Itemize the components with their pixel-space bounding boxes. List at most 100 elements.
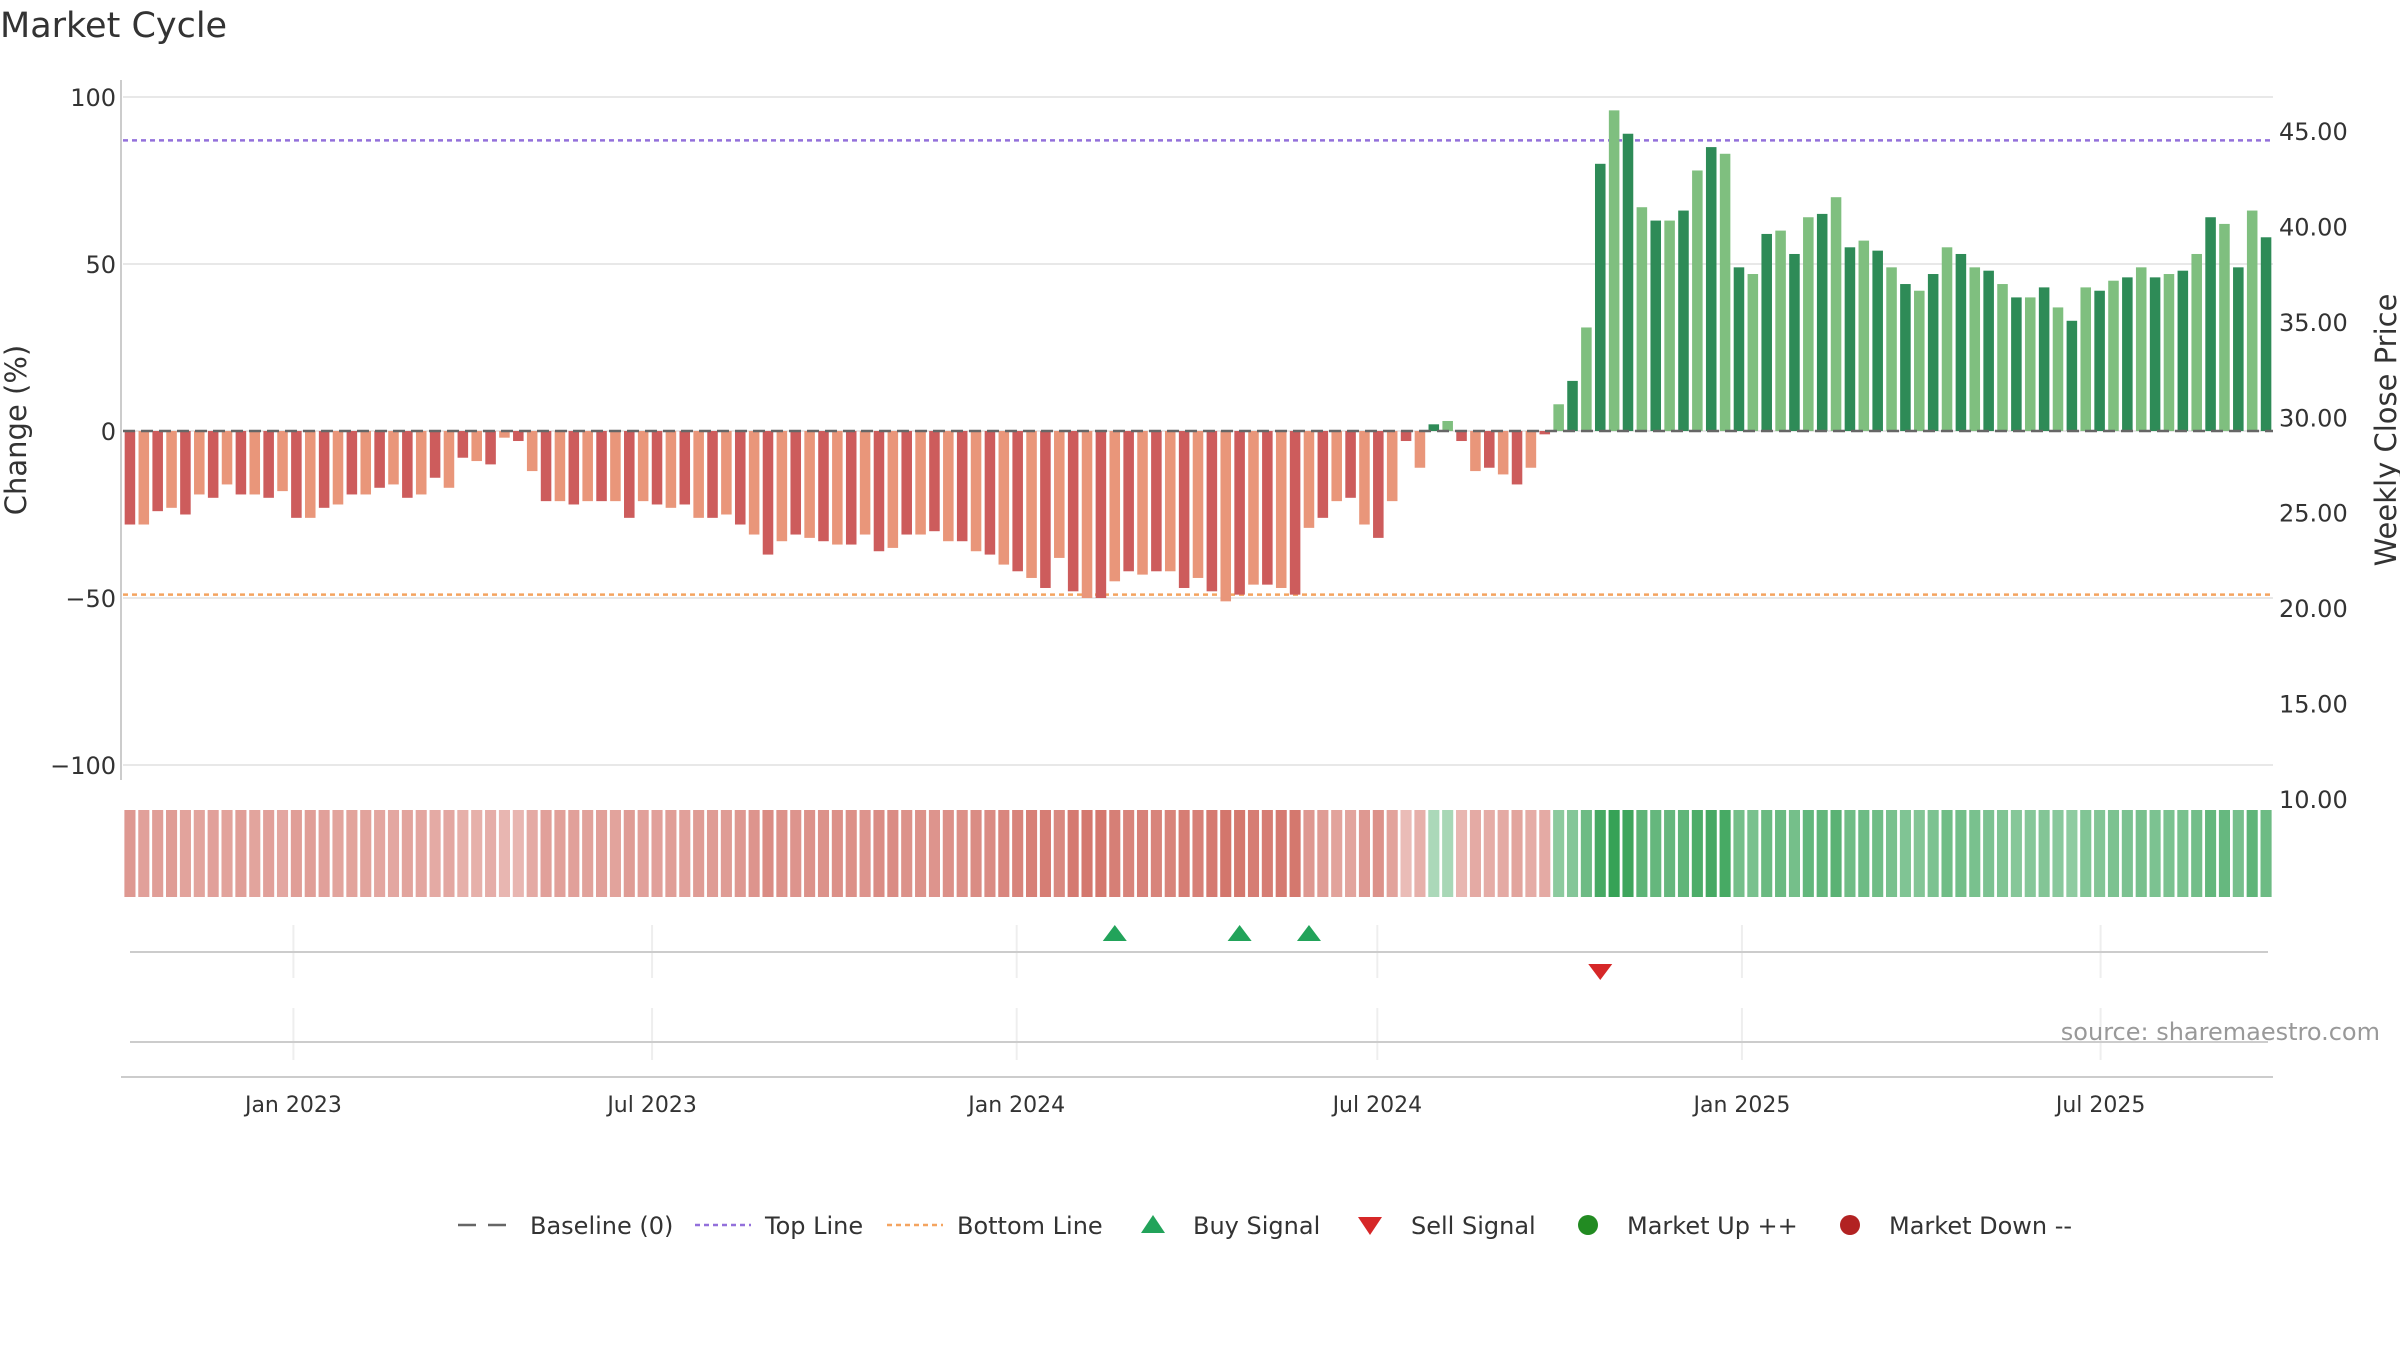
change-bar: [1137, 431, 1148, 575]
strength-cell: [1775, 810, 1787, 897]
strength-cell: [2121, 810, 2133, 897]
change-bars: [124, 110, 2272, 602]
change-bar: [1345, 431, 1356, 498]
strength-cell: [582, 810, 594, 897]
strength-cell: [762, 810, 774, 897]
legend-label: Baseline (0): [530, 1212, 673, 1240]
strength-cell: [2010, 810, 2022, 897]
change-bar: [1678, 210, 1689, 431]
change-bar: [984, 431, 996, 555]
change-bar: [776, 431, 788, 542]
change-bar: [1262, 431, 1273, 585]
change-bar: [1997, 284, 2008, 431]
strength-cell: [1539, 810, 1551, 897]
x-tick-label: Jul 2025: [2054, 1093, 2146, 1118]
strength-cell: [734, 810, 746, 897]
strength-cell: [318, 810, 330, 897]
strength-cell: [2191, 810, 2203, 897]
change-bar: [2080, 287, 2092, 431]
change-bar: [1816, 213, 1828, 431]
strength-cell: [1580, 810, 1592, 897]
y2-tick-label: 20.00: [2279, 595, 2348, 623]
change-bar: [513, 431, 524, 442]
strength-cell: [831, 810, 843, 897]
strength-cell: [1622, 810, 1634, 897]
strength-cell: [1136, 810, 1149, 897]
strength-cell: [1705, 810, 1717, 897]
strength-cell: [249, 810, 261, 897]
change-bar: [1636, 207, 1648, 431]
strength-cell: [1553, 810, 1565, 897]
strength-cell: [1234, 810, 1246, 897]
strength-cell: [790, 810, 802, 897]
x-tick-label: Jul 2023: [605, 1093, 697, 1118]
strength-cell: [429, 810, 441, 897]
y2-tick-label: 15.00: [2279, 691, 2348, 719]
change-bar: [415, 431, 427, 495]
strength-cell: [1358, 810, 1370, 897]
strength-cell: [1816, 810, 1828, 897]
chart-title: Market Cycle: [0, 6, 228, 46]
change-bar: [970, 431, 982, 552]
strength-cell: [304, 810, 316, 897]
strength-cell: [540, 810, 552, 897]
strength-cell: [526, 810, 538, 897]
change-bar: [249, 431, 261, 495]
strength-cell: [124, 810, 136, 897]
change-bar: [1497, 431, 1509, 475]
change-bar: [1789, 253, 1800, 431]
strength-cell: [1691, 810, 1703, 897]
y-tick-label: 50: [85, 251, 116, 279]
change-bar: [180, 431, 191, 515]
change-bar: [804, 431, 815, 538]
strength-cell: [1067, 810, 1079, 897]
change-bar: [1484, 431, 1495, 468]
strength-cell: [1886, 810, 1898, 897]
strength-cell: [915, 810, 927, 897]
strength-cell: [1039, 810, 1051, 897]
strength-cell: [1053, 810, 1065, 897]
change-bar: [2024, 297, 2036, 431]
change-bar: [1470, 431, 1481, 472]
strength-cell: [179, 810, 191, 897]
strength-cell: [2066, 810, 2078, 897]
strength-cell: [623, 810, 635, 897]
change-bar: [818, 431, 829, 542]
change-bar: [582, 431, 593, 502]
x-tick-label: Jan 2024: [966, 1093, 1065, 1118]
legend-label: Market Up ++: [1627, 1212, 1798, 1240]
strength-cell: [1456, 810, 1468, 897]
strength-cell: [1941, 810, 1953, 897]
strength-cell: [1303, 810, 1315, 897]
change-bar: [152, 431, 163, 512]
strength-cell: [942, 810, 954, 897]
y-tick-label: 100: [70, 84, 116, 112]
strength-cell: [873, 810, 885, 897]
y2-axis-label: Weekly Close Price: [2369, 294, 2400, 567]
strength-cell: [2232, 810, 2244, 897]
strength-cell: [1261, 810, 1273, 897]
strength-cell: [1386, 810, 1398, 897]
change-bar: [568, 431, 580, 505]
x-tick-label: Jul 2024: [1331, 1093, 1423, 1118]
strength-cell: [193, 810, 205, 897]
sell-signal-marker: [1588, 964, 1613, 980]
strength-cell: [1677, 810, 1690, 897]
strength-cell: [1150, 810, 1162, 897]
y2-tick-label: 10.00: [2279, 786, 2348, 814]
legend-label: Buy Signal: [1193, 1212, 1320, 1240]
strength-cell: [1996, 810, 2009, 897]
change-bar: [1386, 431, 1398, 502]
y2-tick-label: 30.00: [2279, 404, 2348, 432]
strength-cell: [887, 810, 899, 897]
change-bar: [1178, 431, 1190, 588]
change-bar: [1969, 267, 1981, 431]
y-tick-labels: 100 50 0 −50 −100: [50, 84, 116, 780]
strength-cell: [1594, 810, 1606, 897]
strength-cell: [2177, 810, 2189, 897]
change-bar: [1692, 170, 1703, 432]
change-bar: [790, 431, 802, 535]
strength-cell: [651, 810, 663, 897]
change-bar: [1525, 431, 1537, 468]
